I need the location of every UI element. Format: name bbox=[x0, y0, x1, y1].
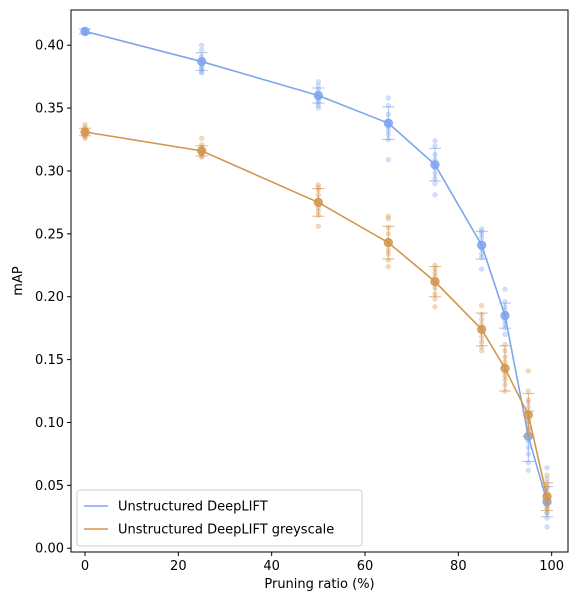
series-1-run-point bbox=[199, 47, 205, 53]
series-2-run-point bbox=[82, 135, 88, 141]
legend-label-series-2: Unstructured DeepLIFT greyscale bbox=[118, 523, 334, 538]
series-1-mean-point bbox=[197, 56, 207, 67]
series-2-run-point bbox=[385, 263, 391, 270]
series-2-run-point bbox=[525, 388, 531, 394]
x-tick-label: 60 bbox=[357, 559, 374, 574]
y-tick-label: 0.30 bbox=[35, 164, 64, 179]
series-2-mean-point bbox=[313, 197, 323, 208]
series-1-mean-point bbox=[477, 240, 487, 250]
y-tick-label: 0.25 bbox=[35, 227, 64, 242]
series-2-mean-point bbox=[500, 363, 510, 373]
series-2-mean-point bbox=[80, 127, 90, 137]
axes-layer: 0 20 40 60 80 100 0.00 0.05 0.10 0.15 0.20 0.25 0.30… bbox=[35, 39, 564, 574]
series-1-run-point bbox=[315, 79, 321, 85]
series-2 bbox=[79, 121, 553, 516]
x-tick-label: 100 bbox=[539, 559, 564, 574]
series-2-run-point bbox=[479, 348, 485, 354]
series-1-run-point bbox=[385, 157, 391, 163]
series-2-mean-point bbox=[383, 238, 393, 248]
series-1-run-point bbox=[525, 467, 531, 473]
y-tick-label: 0.35 bbox=[35, 102, 64, 117]
series-2-run-point bbox=[385, 216, 391, 222]
y-tick-label: 0.20 bbox=[35, 290, 64, 305]
series-2-run-point bbox=[432, 304, 438, 310]
series-1-run-point bbox=[544, 524, 550, 530]
series-1-mean-point bbox=[313, 90, 323, 101]
series-1-run-point bbox=[432, 180, 438, 187]
series-2-run-point bbox=[479, 302, 485, 309]
x-tick-label: 40 bbox=[263, 559, 280, 574]
series-1 bbox=[79, 26, 553, 530]
y-tick-label: 0.10 bbox=[35, 416, 64, 431]
series-1-mean-point bbox=[500, 310, 510, 321]
series-2-run-point bbox=[82, 121, 88, 128]
plot-frame bbox=[70, 9, 569, 553]
series-1-run-point bbox=[199, 70, 205, 76]
x-tick-label: 80 bbox=[450, 559, 467, 574]
series-2-mean-point bbox=[523, 410, 533, 420]
series-1-run-point bbox=[544, 465, 550, 471]
series-1-run-point bbox=[385, 95, 391, 101]
legend-label-series-1: Unstructured DeepLIFT bbox=[118, 500, 268, 515]
x-tick-label: 0 bbox=[81, 559, 89, 574]
series-2-run-point bbox=[385, 213, 391, 219]
series-1-run-point bbox=[432, 138, 438, 144]
series-2-mean-point bbox=[542, 492, 552, 502]
series-1-run-point bbox=[199, 42, 205, 48]
y-tick-label: 0.05 bbox=[35, 479, 64, 494]
y-axis-label: mAP bbox=[11, 266, 26, 296]
series-1-mean-point bbox=[383, 118, 393, 128]
series-1-run-point bbox=[432, 192, 438, 198]
series-2-run-point bbox=[199, 135, 205, 141]
series-1-run-point bbox=[479, 266, 485, 272]
series-1-mean-point bbox=[80, 26, 90, 36]
series-2-run-point bbox=[432, 296, 438, 302]
plot-layer bbox=[79, 26, 553, 530]
series-2-run-point bbox=[525, 368, 531, 374]
series-2-run-point bbox=[544, 510, 550, 516]
series-2-mean-point bbox=[477, 324, 487, 335]
legend-box bbox=[76, 489, 363, 547]
series-1-run-point bbox=[315, 105, 321, 111]
x-tick-label: 20 bbox=[170, 559, 187, 574]
y-tick-label: 0.00 bbox=[35, 542, 64, 557]
y-tick-label: 0.15 bbox=[35, 353, 64, 368]
series-2-run-point bbox=[315, 223, 321, 229]
y-tick-label: 0.40 bbox=[35, 39, 64, 54]
series-2-run-point bbox=[315, 182, 321, 188]
series-1-run-point bbox=[502, 286, 508, 292]
x-axis-label: Pruning ratio (%) bbox=[264, 577, 374, 592]
legend: Unstructured DeepLIFT Unstructured DeepL… bbox=[76, 489, 363, 547]
series-1-run-point bbox=[432, 143, 438, 149]
series-1-run-point bbox=[502, 331, 508, 338]
series-2-mean-point bbox=[197, 146, 207, 156]
series-2-run-point bbox=[544, 472, 550, 478]
series-2-mean-point bbox=[430, 277, 440, 287]
series-1-mean-point bbox=[430, 160, 440, 170]
series-1-run-point bbox=[544, 476, 550, 482]
